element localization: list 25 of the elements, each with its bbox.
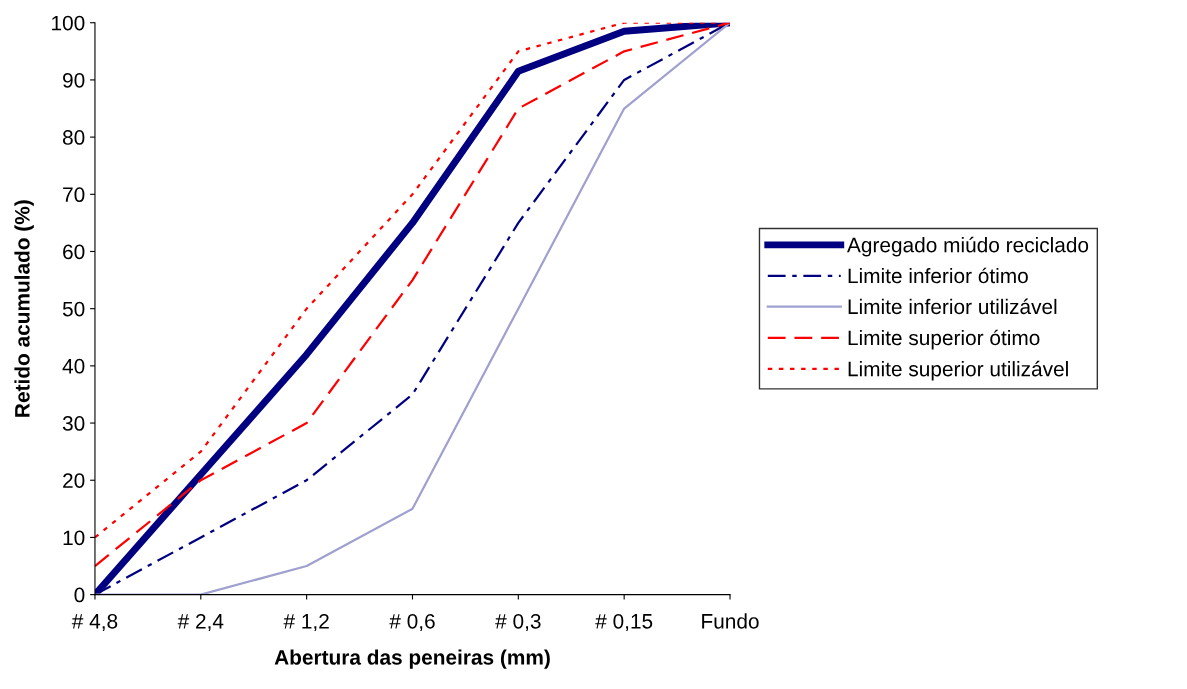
legend-label: Limite inferior utilizável [848, 298, 1057, 315]
y-tick-label: 100 [52, 15, 85, 31]
legend-label: Limite superior ótimo [848, 329, 1040, 350]
y-tick-label: 90 [63, 72, 85, 88]
x-tick-label: # 1,2 [283, 613, 329, 632]
y-tick-label: 30 [62, 416, 85, 431]
y-tick-label: 40 [62, 358, 85, 374]
y-tick-label: 10 [63, 530, 85, 546]
x-tick-label: # 4,8 [71, 613, 118, 632]
legend-label: Agregado miúdo reciclado [847, 236, 1089, 257]
x-tick-label: # 0,3 [495, 613, 541, 632]
x-tick-label: Fundo [702, 613, 759, 629]
y-tick-label: 50 [62, 301, 85, 317]
legend-label: Limite superior utilizável [848, 360, 1068, 381]
y-tick-label: 70 [63, 187, 85, 203]
x-axis-title: Abertura das peneiras (mm) [274, 649, 550, 669]
legend-label: Limite inferior ótimo [848, 267, 1028, 284]
y-tick-label: 20 [63, 473, 85, 488]
x-tick-label: # 2,4 [177, 613, 224, 632]
x-tick-label: # 0,15 [595, 613, 653, 632]
y-axis-title: Retido acumulado (%) [14, 200, 34, 417]
x-tick-label: # 0,6 [389, 613, 435, 632]
y-tick-label: 60 [63, 244, 85, 260]
y-tick-label: 80 [62, 130, 85, 145]
y-tick-label: 0 [74, 587, 85, 603]
